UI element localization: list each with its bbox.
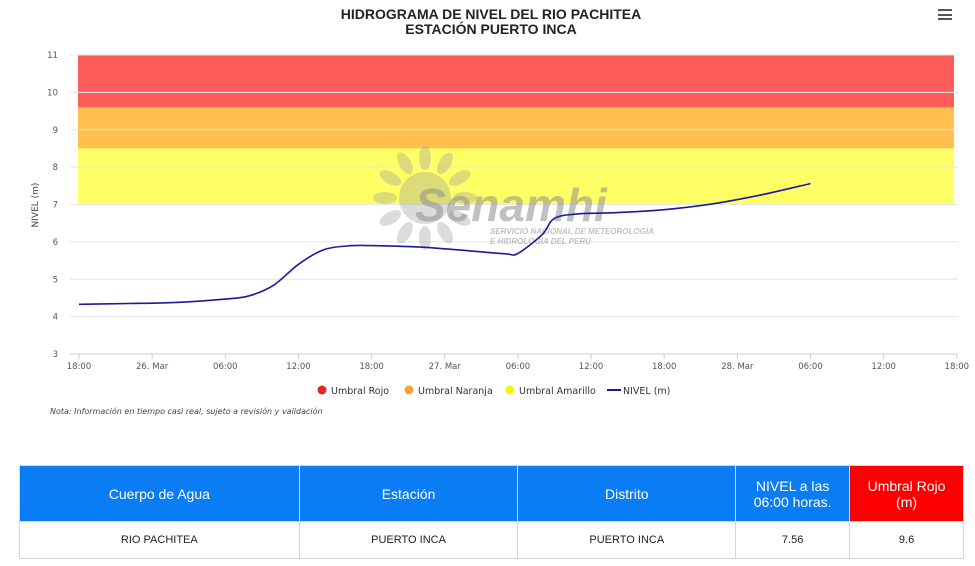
y-tick-label: 11 — [47, 51, 58, 61]
band-umbral-rojo — [78, 55, 954, 108]
x-axis-ticks: 18:00 26. Mar 06:00 12:00 18:00 27. Mar 06:00 1… — [67, 354, 969, 372]
y-tick-label: 7 — [53, 201, 58, 211]
y-tick-label: 9 — [53, 126, 58, 136]
sun-ray — [419, 226, 431, 250]
sun-ray — [448, 210, 471, 226]
watermark-subtext-2: E HIDROLOGÍA DEL PERÚ — [490, 237, 591, 246]
legend-swatch — [505, 385, 515, 395]
station-info-table: Cuerpo de Agua Estación Distrito NIVEL a… — [19, 465, 964, 559]
x-tick-label: 28. Mar — [721, 362, 754, 372]
sun-ray — [437, 152, 453, 175]
x-tick-label: 12:00 — [579, 362, 604, 372]
header-district: Distrito — [517, 465, 737, 522]
legend-label: Umbral Naranja — [418, 386, 493, 397]
y-tick-label: 10 — [47, 88, 58, 98]
band-umbral-naranja — [78, 107, 954, 149]
legend-label: NIVEL (m) — [623, 386, 670, 397]
legend-item: NIVEL (m) — [607, 386, 670, 397]
cell-red-threshold: 9.6 — [849, 521, 964, 559]
chart-subtitle: ESTACIÓN PUERTO INCA — [405, 20, 576, 37]
x-tick-label: 18:00 — [652, 362, 677, 372]
data-disclaimer-note: Nota: Información en tiempo casi real, s… — [50, 407, 323, 416]
legend-item: Umbral Rojo — [317, 385, 389, 397]
header-water-body: Cuerpo de Agua — [19, 465, 300, 522]
watermark-brand: Senamhi — [415, 179, 608, 231]
x-tick-label: 12:00 — [286, 362, 311, 372]
y-axis-ticks: 3 4 5 6 7 8 9 10 11 — [47, 51, 58, 360]
header-level: NIVEL a las 06:00 horas. — [735, 465, 851, 522]
x-tick-label: 12:00 — [871, 362, 896, 372]
chart-legend: Umbral Rojo Umbral Naranja Umbral Amarillo… — [317, 385, 670, 397]
table-row: RIO PACHITEA PUERTO INCA PUERTO INCA 7.5… — [19, 521, 964, 559]
watermark-subtext-1: SERVICIO NACIONAL DE METEOROLOGÍA — [490, 227, 654, 236]
threshold-bands — [78, 55, 954, 205]
legend-label: Umbral Amarillo — [519, 386, 596, 397]
hamburger-menu-icon[interactable] — [938, 9, 952, 23]
header-level-line1: NIVEL a las — [755, 477, 830, 494]
sun-ray — [379, 170, 402, 186]
y-tick-label: 5 — [53, 275, 58, 285]
sun-ray — [397, 221, 413, 244]
band-umbral-amarillo — [78, 148, 954, 205]
x-tick-label: 18:00 — [67, 362, 92, 372]
cell-water-body: RIO PACHITEA — [19, 521, 300, 559]
chart-title: HIDROGRAMA DE NIVEL DEL RIO PACHITEA — [341, 6, 642, 22]
x-tick-label: 18:00 — [359, 362, 384, 372]
senamhi-watermark-logo: Senamhi SERVICIO NACIONAL DE METEOROLOGÍ… — [373, 146, 654, 250]
cell-district: PUERTO INCA — [517, 521, 737, 559]
series-line-nivel — [78, 182, 811, 306]
cell-level: 7.56 — [735, 521, 851, 559]
y-tick-label: 8 — [53, 163, 58, 173]
legend-item: Umbral Amarillo — [505, 385, 596, 397]
legend-label: Umbral Rojo — [331, 386, 389, 397]
sun-ray — [437, 221, 453, 244]
sun-ray — [379, 210, 402, 226]
header-level-line2: 06:00 horas. — [753, 493, 832, 510]
legend-swatch — [404, 385, 414, 395]
x-tick-label: 06:00 — [506, 362, 531, 372]
sun-ray — [448, 170, 471, 186]
y-tick-label: 3 — [53, 350, 58, 360]
x-tick-label: 06:00 — [798, 362, 823, 372]
cell-station: PUERTO INCA — [298, 521, 519, 559]
x-tick-label: 26. Mar — [136, 362, 169, 372]
sun-logo-icon — [373, 146, 477, 250]
header-red-threshold: Umbral Rojo (m) — [849, 465, 964, 522]
x-tick-label: 18:00 — [945, 362, 970, 372]
hydrograph-chart: HIDROGRAMA DE NIVEL DEL RIO PACHITEA EST… — [31, 6, 969, 397]
table-header-row: Cuerpo de Agua Estación Distrito NIVEL a… — [19, 465, 964, 522]
grid-lines — [70, 54, 958, 355]
legend-item: Umbral Naranja — [404, 385, 493, 397]
x-tick-label: 27. Mar — [429, 362, 462, 372]
series-layer — [78, 182, 811, 306]
header-station: Estación — [298, 465, 519, 522]
y-tick-label: 6 — [53, 238, 58, 248]
sun-ray — [397, 152, 413, 175]
y-axis-title: NIVEL (m) — [31, 183, 41, 228]
x-tick-label: 06:00 — [213, 362, 238, 372]
y-tick-label: 4 — [53, 313, 58, 323]
sun-ray — [373, 192, 397, 204]
sun-ray — [453, 192, 477, 204]
sun-ray — [419, 146, 431, 170]
legend-swatch — [317, 385, 327, 395]
